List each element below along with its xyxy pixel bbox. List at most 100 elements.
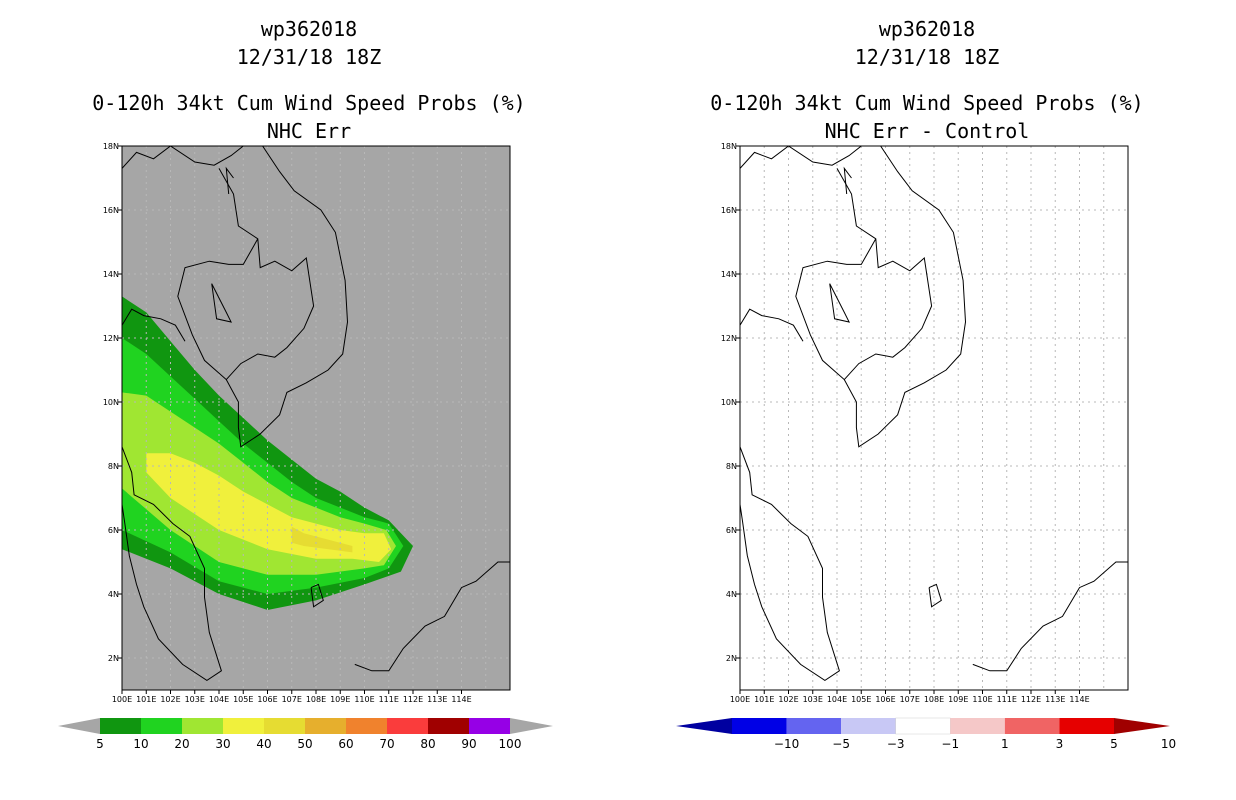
left-xtick-label: 106E — [257, 695, 277, 704]
right-xtick-label: 113E — [1045, 695, 1065, 704]
right-date: 12/31/18 18Z — [854, 45, 1000, 69]
left-colorbar-box — [264, 718, 305, 734]
left-chart-subtitle: NHC Err — [266, 119, 352, 143]
right-ytick-label: 10N — [721, 398, 737, 407]
right-plot-area — [740, 146, 1128, 690]
left-colorbar-label: 40 — [256, 737, 271, 751]
left-ytick-label: 16N — [103, 206, 119, 215]
right-coastline-3 — [740, 308, 804, 342]
right-xtick-label: 104E — [827, 695, 847, 704]
left-date: 12/31/18 18Z — [236, 45, 382, 69]
left-plot-area — [122, 146, 510, 690]
right-xtick-label: 110E — [972, 695, 992, 704]
right-xtick-label: 102E — [778, 695, 798, 704]
left-colorbar-label: 90 — [461, 737, 476, 751]
left-xtick-label: 105E — [233, 695, 253, 704]
right-colorbar-label: −3 — [887, 737, 905, 751]
left-xtick-label: 113E — [427, 695, 447, 704]
left-ytick-label: 14N — [103, 270, 119, 279]
left-xtick-label: 109E — [330, 695, 350, 704]
left-coastline-6 — [310, 583, 324, 608]
right-colorbar-label: 1 — [1001, 737, 1009, 751]
right-colorbar-label: −5 — [832, 737, 850, 751]
left-ytick-label: 12N — [103, 334, 119, 343]
left-colorbar-label: 80 — [420, 737, 435, 751]
right-ytick-label: 16N — [721, 206, 737, 215]
right-xtick-label: 105E — [851, 695, 871, 704]
left-colorbar-label: 70 — [379, 737, 394, 751]
right-colorbar-box — [950, 718, 1005, 734]
right-colorbar-label: 3 — [1056, 737, 1064, 751]
right-colorbar-label: −1 — [941, 737, 959, 751]
left-ytick-label: 8N — [108, 462, 119, 471]
right-ytick-label: 12N — [721, 334, 737, 343]
left-colorbar-label: 5 — [96, 737, 104, 751]
right-colorbar-box — [732, 718, 787, 734]
left-ytick-label: 18N — [103, 142, 119, 151]
right-colorbar-over-arrow — [1114, 718, 1170, 734]
left-colorbar-label: 50 — [297, 737, 312, 751]
right-xtick-label: 108E — [924, 695, 944, 704]
right-coastline-4 — [740, 446, 840, 681]
right-storm-id: wp362018 — [878, 17, 976, 41]
left-xtick-label: 114E — [451, 695, 471, 704]
right-colorbar-box — [786, 718, 842, 734]
left-ytick-label: 6N — [108, 526, 119, 535]
right-colorbar-box — [1059, 718, 1114, 734]
left-colorbar-label: 100 — [499, 737, 522, 751]
left-chart-title: 0-120h 34kt Cum Wind Speed Probs (%) — [92, 91, 526, 115]
right-ytick-label: 18N — [721, 142, 737, 151]
left-contour-40-50 — [291, 526, 353, 553]
left-colorbar-under-arrow — [58, 718, 100, 734]
left-colorbar-label: 30 — [215, 737, 230, 751]
right-colorbar-label: 5 — [1110, 737, 1118, 751]
left-xtick-label: 103E — [185, 695, 205, 704]
right-xtick-label: 112E — [1021, 695, 1041, 704]
right-xtick-label: 103E — [803, 695, 823, 704]
right-xtick-label: 107E — [900, 695, 920, 704]
left-coastline-7 — [225, 166, 234, 195]
left-xtick-label: 102E — [160, 695, 180, 704]
left-colorbar-box — [428, 718, 469, 734]
right-colorbar-under-arrow — [676, 718, 732, 734]
left-ytick-label: 10N — [103, 398, 119, 407]
left-ytick-label: 4N — [108, 590, 119, 599]
right-ytick-label: 2N — [726, 654, 737, 663]
left-xtick-label: 107E — [282, 695, 302, 704]
right-coastline-7 — [843, 166, 852, 195]
right-ytick-label: 8N — [726, 462, 737, 471]
left-colorbar-box — [100, 718, 141, 734]
left-xtick-label: 112E — [403, 695, 423, 704]
right-coastline-6 — [928, 583, 942, 608]
left-colorbar-box — [469, 718, 510, 734]
right-coastline-2 — [843, 146, 967, 448]
left-ytick-label: 2N — [108, 654, 119, 663]
left-coastline-3 — [122, 308, 186, 342]
right-xtick-label: 100E — [730, 695, 750, 704]
left-xtick-label: 111E — [379, 695, 399, 704]
left-storm-id: wp362018 — [260, 17, 358, 41]
left-xtick-label: 101E — [136, 695, 156, 704]
right-coastline-8 — [829, 283, 851, 323]
left-colorbar-box — [305, 718, 346, 734]
left-colorbar-box — [182, 718, 223, 734]
right-chart-title: 0-120h 34kt Cum Wind Speed Probs (%) — [710, 91, 1144, 115]
left-colorbar-box — [346, 718, 387, 734]
left-coastline-1 — [177, 168, 315, 381]
right-colorbar-box — [841, 718, 896, 734]
left-coastline-2 — [225, 146, 349, 448]
left-colorbar-box — [141, 718, 182, 734]
left-colorbar-label: 10 — [133, 737, 148, 751]
right-coastline-0 — [740, 146, 862, 169]
left-colorbar-label: 20 — [174, 737, 189, 751]
left-coastline-8 — [211, 283, 233, 323]
right-xtick-label: 109E — [948, 695, 968, 704]
right-xtick-label: 106E — [875, 695, 895, 704]
right-xtick-label: 114E — [1069, 695, 1089, 704]
right-colorbar-label: 10 — [1161, 737, 1176, 751]
left-coastline-0 — [122, 146, 244, 169]
right-colorbar-box — [895, 717, 951, 735]
right-coastline-5 — [972, 561, 1128, 672]
left-colorbar-box — [387, 718, 428, 734]
